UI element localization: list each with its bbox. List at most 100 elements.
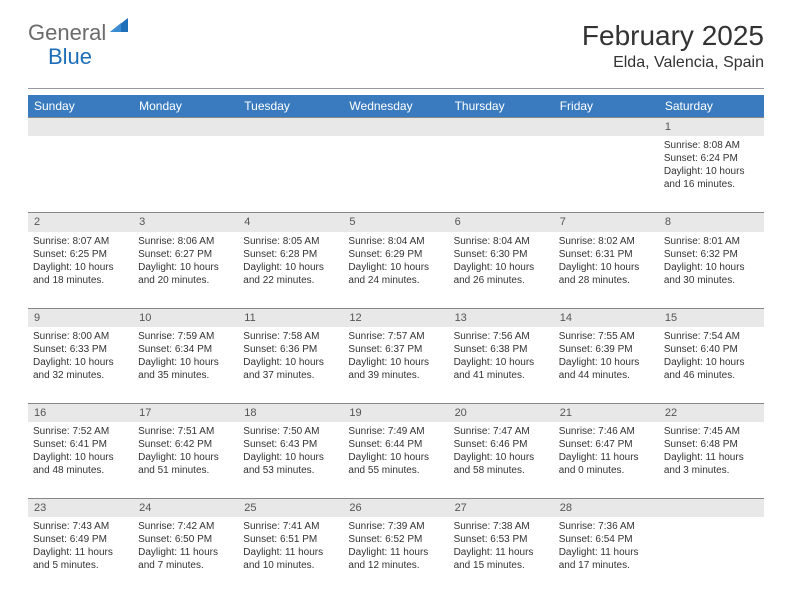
day-detail bbox=[133, 136, 238, 212]
detail-line: Sunset: 6:30 PM bbox=[454, 248, 549, 261]
day-number bbox=[238, 118, 343, 136]
calendar-body: 1Sunrise: 8:08 AMSunset: 6:24 PMDaylight… bbox=[28, 117, 764, 593]
day-number-row: 16171819202122 bbox=[28, 403, 764, 422]
detail-line: Daylight: 10 hours and 37 minutes. bbox=[243, 356, 338, 382]
day-number-row: 2345678 bbox=[28, 212, 764, 231]
detail-line: Daylight: 10 hours and 53 minutes. bbox=[243, 451, 338, 477]
day-detail bbox=[238, 136, 343, 212]
detail-line: Sunset: 6:40 PM bbox=[664, 343, 759, 356]
day-detail: Sunrise: 7:54 AMSunset: 6:40 PMDaylight:… bbox=[659, 327, 764, 403]
detail-line: Sunrise: 7:46 AM bbox=[559, 425, 654, 438]
detail-line: Sunset: 6:24 PM bbox=[664, 152, 759, 165]
detail-line: Sunset: 6:39 PM bbox=[559, 343, 654, 356]
detail-line: Sunset: 6:28 PM bbox=[243, 248, 338, 261]
detail-line: Sunrise: 8:00 AM bbox=[33, 330, 128, 343]
day-number: 10 bbox=[133, 309, 238, 327]
day-number: 21 bbox=[554, 404, 659, 422]
detail-line: Sunrise: 7:50 AM bbox=[243, 425, 338, 438]
day-detail: Sunrise: 7:56 AMSunset: 6:38 PMDaylight:… bbox=[449, 327, 554, 403]
day-number: 11 bbox=[238, 309, 343, 327]
detail-line: Sunrise: 7:42 AM bbox=[138, 520, 233, 533]
detail-line: Sunset: 6:49 PM bbox=[33, 533, 128, 546]
day-number-row: 9101112131415 bbox=[28, 308, 764, 327]
day-detail bbox=[554, 136, 659, 212]
day-number: 23 bbox=[28, 499, 133, 517]
day-detail: Sunrise: 8:02 AMSunset: 6:31 PMDaylight:… bbox=[554, 232, 659, 308]
weekday-label: Wednesday bbox=[343, 95, 448, 117]
detail-line: Sunset: 6:43 PM bbox=[243, 438, 338, 451]
detail-line: Daylight: 10 hours and 26 minutes. bbox=[454, 261, 549, 287]
day-detail: Sunrise: 7:45 AMSunset: 6:48 PMDaylight:… bbox=[659, 422, 764, 498]
detail-line: Daylight: 10 hours and 22 minutes. bbox=[243, 261, 338, 287]
detail-line: Daylight: 10 hours and 51 minutes. bbox=[138, 451, 233, 477]
detail-line: Sunset: 6:48 PM bbox=[664, 438, 759, 451]
detail-line: Sunset: 6:27 PM bbox=[138, 248, 233, 261]
day-detail-row: Sunrise: 8:08 AMSunset: 6:24 PMDaylight:… bbox=[28, 136, 764, 212]
day-number: 13 bbox=[449, 309, 554, 327]
logo-triangle-icon bbox=[110, 18, 128, 37]
detail-line: Sunset: 6:34 PM bbox=[138, 343, 233, 356]
day-number bbox=[133, 118, 238, 136]
day-detail: Sunrise: 7:41 AMSunset: 6:51 PMDaylight:… bbox=[238, 517, 343, 593]
logo-word1: General bbox=[28, 20, 106, 46]
detail-line: Sunset: 6:33 PM bbox=[33, 343, 128, 356]
day-detail-row: Sunrise: 7:52 AMSunset: 6:41 PMDaylight:… bbox=[28, 422, 764, 498]
day-number: 6 bbox=[449, 213, 554, 231]
day-number: 24 bbox=[133, 499, 238, 517]
detail-line: Daylight: 11 hours and 3 minutes. bbox=[664, 451, 759, 477]
detail-line: Sunrise: 7:43 AM bbox=[33, 520, 128, 533]
detail-line: Daylight: 10 hours and 58 minutes. bbox=[454, 451, 549, 477]
day-detail: Sunrise: 7:47 AMSunset: 6:46 PMDaylight:… bbox=[449, 422, 554, 498]
logo-word2: Blue bbox=[48, 44, 92, 69]
day-detail: Sunrise: 7:57 AMSunset: 6:37 PMDaylight:… bbox=[343, 327, 448, 403]
day-detail bbox=[659, 517, 764, 593]
detail-line: Sunrise: 7:57 AM bbox=[348, 330, 443, 343]
detail-line: Sunset: 6:29 PM bbox=[348, 248, 443, 261]
detail-line: Daylight: 10 hours and 41 minutes. bbox=[454, 356, 549, 382]
day-number: 19 bbox=[343, 404, 448, 422]
day-number-row: 232425262728 bbox=[28, 498, 764, 517]
detail-line: Daylight: 11 hours and 0 minutes. bbox=[559, 451, 654, 477]
detail-line: Daylight: 11 hours and 7 minutes. bbox=[138, 546, 233, 572]
detail-line: Sunrise: 8:06 AM bbox=[138, 235, 233, 248]
day-detail: Sunrise: 7:50 AMSunset: 6:43 PMDaylight:… bbox=[238, 422, 343, 498]
day-number: 27 bbox=[449, 499, 554, 517]
day-detail-row: Sunrise: 8:00 AMSunset: 6:33 PMDaylight:… bbox=[28, 327, 764, 403]
detail-line: Sunrise: 8:07 AM bbox=[33, 235, 128, 248]
day-number: 15 bbox=[659, 309, 764, 327]
day-number: 22 bbox=[659, 404, 764, 422]
day-number: 2 bbox=[28, 213, 133, 231]
day-detail bbox=[343, 136, 448, 212]
day-detail-row: Sunrise: 8:07 AMSunset: 6:25 PMDaylight:… bbox=[28, 232, 764, 308]
detail-line: Sunrise: 8:02 AM bbox=[559, 235, 654, 248]
day-detail: Sunrise: 8:01 AMSunset: 6:32 PMDaylight:… bbox=[659, 232, 764, 308]
detail-line: Sunrise: 8:05 AM bbox=[243, 235, 338, 248]
day-number: 26 bbox=[343, 499, 448, 517]
detail-line: Daylight: 11 hours and 12 minutes. bbox=[348, 546, 443, 572]
day-detail: Sunrise: 7:36 AMSunset: 6:54 PMDaylight:… bbox=[554, 517, 659, 593]
detail-line: Daylight: 10 hours and 24 minutes. bbox=[348, 261, 443, 287]
day-number: 16 bbox=[28, 404, 133, 422]
day-detail: Sunrise: 7:51 AMSunset: 6:42 PMDaylight:… bbox=[133, 422, 238, 498]
detail-line: Sunset: 6:53 PM bbox=[454, 533, 549, 546]
day-number: 14 bbox=[554, 309, 659, 327]
day-number bbox=[28, 118, 133, 136]
day-detail: Sunrise: 7:59 AMSunset: 6:34 PMDaylight:… bbox=[133, 327, 238, 403]
detail-line: Daylight: 10 hours and 32 minutes. bbox=[33, 356, 128, 382]
day-number: 7 bbox=[554, 213, 659, 231]
detail-line: Sunset: 6:42 PM bbox=[138, 438, 233, 451]
weekday-label: Tuesday bbox=[238, 95, 343, 117]
detail-line: Sunrise: 8:04 AM bbox=[348, 235, 443, 248]
day-detail: Sunrise: 7:49 AMSunset: 6:44 PMDaylight:… bbox=[343, 422, 448, 498]
detail-line: Daylight: 10 hours and 30 minutes. bbox=[664, 261, 759, 287]
day-detail: Sunrise: 8:07 AMSunset: 6:25 PMDaylight:… bbox=[28, 232, 133, 308]
detail-line: Daylight: 10 hours and 28 minutes. bbox=[559, 261, 654, 287]
day-detail: Sunrise: 8:00 AMSunset: 6:33 PMDaylight:… bbox=[28, 327, 133, 403]
detail-line: Sunset: 6:37 PM bbox=[348, 343, 443, 356]
detail-line: Sunrise: 8:04 AM bbox=[454, 235, 549, 248]
detail-line: Daylight: 10 hours and 16 minutes. bbox=[664, 165, 759, 191]
weekday-label: Friday bbox=[554, 95, 659, 117]
header-divider bbox=[28, 88, 764, 89]
detail-line: Daylight: 10 hours and 20 minutes. bbox=[138, 261, 233, 287]
day-detail: Sunrise: 7:58 AMSunset: 6:36 PMDaylight:… bbox=[238, 327, 343, 403]
